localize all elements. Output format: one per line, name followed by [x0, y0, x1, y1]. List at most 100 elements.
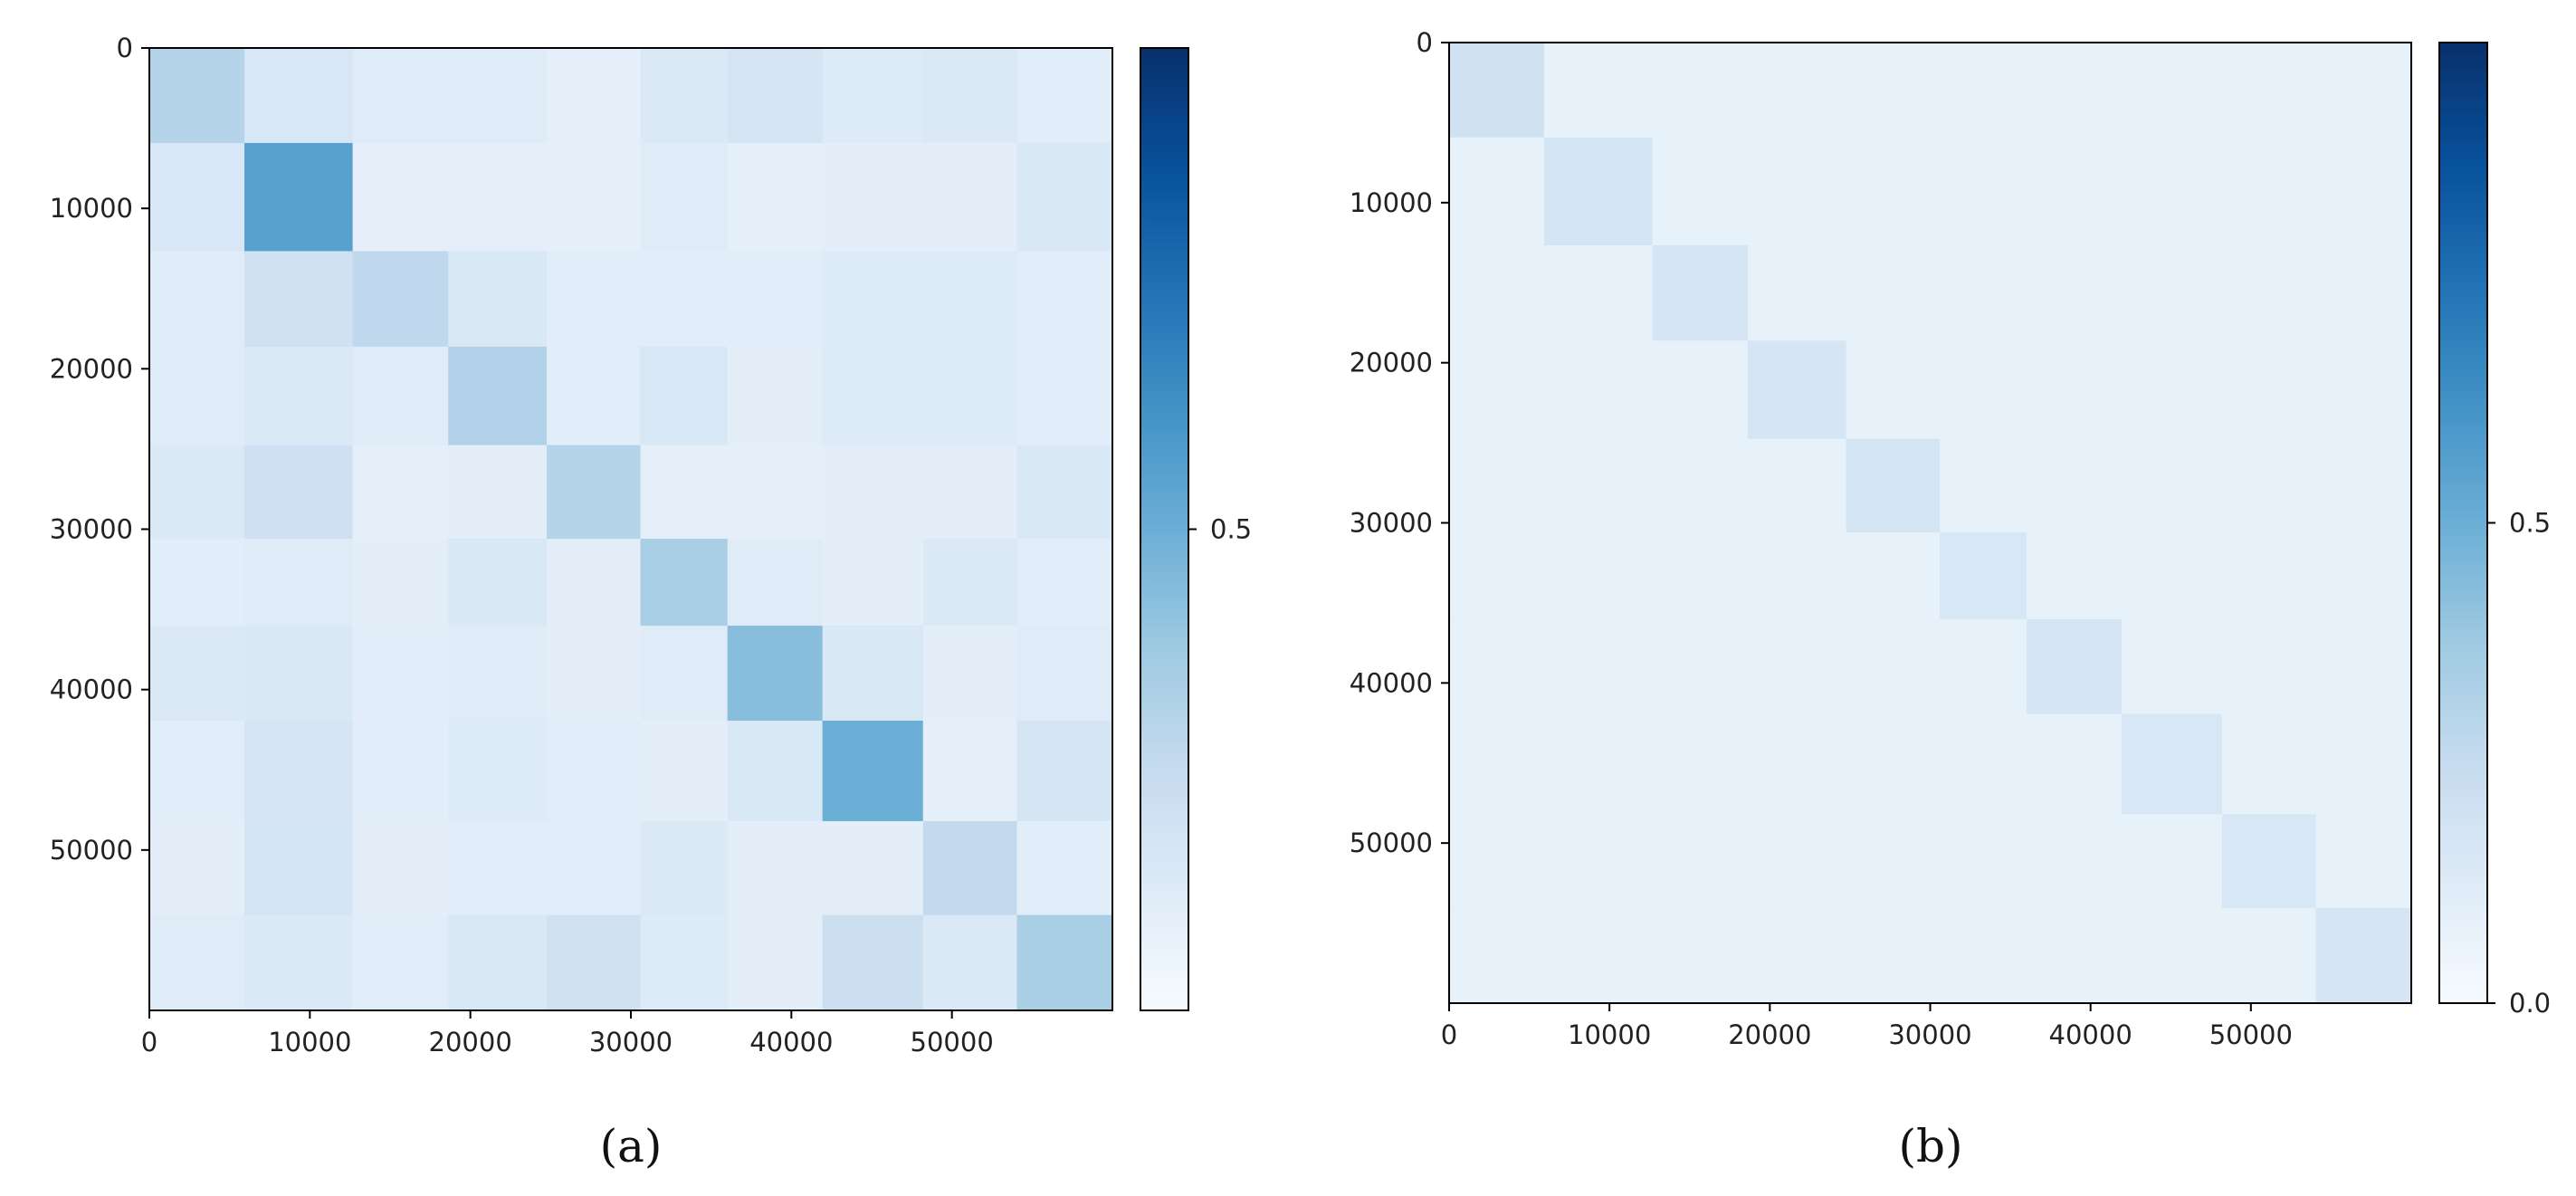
heatmap-cell	[727, 914, 824, 1011]
heatmap-cell	[448, 142, 548, 252]
heatmap-cell	[244, 445, 354, 540]
y-tick-label: 30000	[50, 514, 133, 545]
heatmap-cell	[2315, 814, 2412, 909]
heatmap-cell	[1940, 713, 2027, 815]
heatmap-cell	[1543, 340, 1653, 440]
heatmap-cell	[922, 251, 1018, 348]
heatmap-cell	[1652, 438, 1749, 533]
x-tick-label: 30000	[589, 1027, 673, 1057]
heatmap-cell	[546, 48, 642, 144]
heatmap-cell	[1449, 43, 1545, 139]
heatmap-cell	[546, 626, 642, 722]
heatmap-cell	[640, 445, 729, 540]
heatmap-cell	[448, 914, 548, 1011]
heatmap-cell	[2221, 244, 2317, 341]
heatmap-cell	[2221, 43, 2317, 139]
heatmap-cell	[1449, 532, 1545, 620]
heatmap-cell	[1846, 907, 1941, 1004]
x-tick-label: 20000	[1728, 1019, 1811, 1050]
heatmap-panel-a: 0 10000 20000 30000 40000 50000 0 10000 20000 300…	[50, 33, 1252, 1172]
x-tick-label: 50000	[2209, 1019, 2293, 1050]
heatmap-cell	[1543, 814, 1653, 909]
heatmap-cell	[244, 626, 354, 722]
heatmap-cell	[1940, 137, 2027, 246]
heatmap-cell	[922, 445, 1018, 540]
heatmap-cell	[1846, 532, 1941, 620]
heatmap-cell	[822, 445, 924, 540]
heatmap-cell	[2221, 814, 2317, 909]
heatmap-cell	[1543, 438, 1653, 533]
panel-label: (b)	[1898, 1120, 1962, 1172]
x-tick-label: 0	[1441, 1019, 1457, 1050]
heatmap-cell	[2121, 244, 2223, 341]
heatmap-cell	[1652, 618, 1749, 715]
heatmap-cell	[2027, 438, 2123, 533]
heatmap-cell	[822, 820, 924, 916]
heatmap-cell	[546, 820, 642, 916]
heatmap-cell	[922, 539, 1018, 627]
heatmap-cell	[727, 48, 824, 144]
heatmap-cell	[1940, 43, 2027, 139]
heatmap-cell	[1846, 340, 1941, 440]
heatmap-cell	[2121, 907, 2223, 1004]
heatmap-cell	[1846, 814, 1941, 909]
heatmap-cell	[1652, 137, 1749, 246]
heatmap-cell	[1940, 532, 2027, 620]
heatmap-cell	[640, 346, 729, 446]
heatmap-cell	[149, 251, 245, 348]
heatmap-cell	[2121, 814, 2223, 909]
heatmap-cell	[1940, 244, 2027, 341]
heatmap-cell	[448, 539, 548, 627]
heatmap-cell	[727, 346, 824, 446]
y-tick-label: 50000	[1350, 828, 1433, 858]
heatmap-cell	[448, 445, 548, 540]
x-tick-label: 30000	[1888, 1019, 1971, 1050]
heatmap-cell	[727, 445, 824, 540]
heatmap-cell	[2221, 137, 2317, 246]
heatmap-cell	[1940, 340, 2027, 440]
heatmap-cell	[244, 251, 354, 348]
heatmap-cell	[1016, 914, 1113, 1011]
heatmap-cell	[1543, 244, 1653, 341]
heatmap-cell	[1652, 713, 1749, 815]
heatmap-cell	[546, 914, 642, 1011]
y-tick-label: 30000	[1350, 508, 1433, 539]
heatmap-cell	[546, 346, 642, 446]
heatmap-cell	[1449, 618, 1545, 715]
colorbar-tick-label: 0.5	[2509, 508, 2551, 539]
heatmap-cell	[2121, 43, 2223, 139]
heatmap-cell	[352, 48, 449, 144]
heatmap-cell	[352, 346, 449, 446]
heatmap-cell	[640, 142, 729, 252]
heatmap-cell	[1940, 814, 2027, 909]
heatmap-cell	[1652, 907, 1749, 1004]
heatmap-cell	[244, 48, 354, 144]
heatmap-cell	[1543, 43, 1653, 139]
heatmap-cell	[1747, 137, 1847, 246]
heatmap-cell	[1652, 814, 1749, 909]
heatmap-cell	[1449, 713, 1545, 815]
heatmap-cell	[640, 720, 729, 822]
colorbar	[1140, 47, 1189, 1011]
heatmap-cell	[2027, 907, 2123, 1004]
heatmap-cell	[640, 251, 729, 348]
heatmap-cell	[2121, 438, 2223, 533]
heatmap-cell	[2121, 618, 2223, 715]
heatmap-cell	[2221, 438, 2317, 533]
heatmap-cell	[1652, 532, 1749, 620]
heatmap-panel-b: 0 10000 20000 30000 40000 50000 0 10000 20000 300…	[1350, 27, 2551, 1172]
heatmap-cell	[1449, 907, 1545, 1004]
heatmap-cell	[2221, 713, 2317, 815]
heatmap-cell	[640, 539, 729, 627]
heatmap-cell	[2315, 43, 2412, 139]
x-tick-label: 0	[141, 1027, 157, 1057]
heatmap-cell	[727, 820, 824, 916]
heatmap-cell	[546, 445, 642, 540]
heatmap-cell	[1016, 820, 1113, 916]
heatmap-cell	[2027, 814, 2123, 909]
x-tick-label: 20000	[429, 1027, 512, 1057]
heatmap-cell	[922, 720, 1018, 822]
heatmap-cell	[1543, 532, 1653, 620]
heatmap-cell	[149, 142, 245, 252]
heatmap-cell	[149, 914, 245, 1011]
